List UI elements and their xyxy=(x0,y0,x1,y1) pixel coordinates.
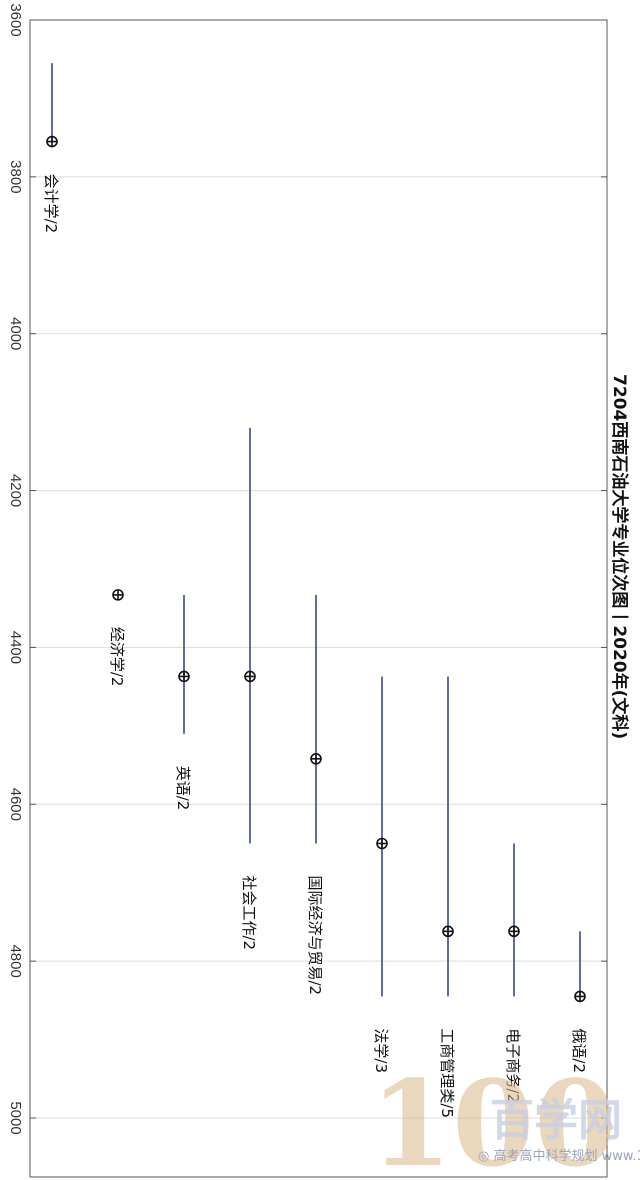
value-marker xyxy=(310,752,322,765)
y-tick-label: 3600 xyxy=(7,3,24,36)
marks-layer xyxy=(46,63,586,1003)
category-label: 社会工作/2 xyxy=(240,876,258,951)
watermark-logo: 100 百学网 ◎ 高考高中科学规划 www.100xue.net xyxy=(370,1054,640,1180)
category-label: 经济学/2 xyxy=(108,627,126,687)
y-tick-label: 3800 xyxy=(7,160,24,193)
value-marker xyxy=(112,589,124,601)
category-label: 工商管理类/5 xyxy=(438,1028,456,1118)
y-tick-label: 4800 xyxy=(7,944,24,977)
category-label: 国际经济与贸易/2 xyxy=(306,876,324,996)
category-label: 法学/3 xyxy=(372,1028,390,1073)
y-tick-label: 4400 xyxy=(7,631,24,664)
value-marker xyxy=(376,837,388,850)
grid-layer xyxy=(30,19,607,1119)
value-marker xyxy=(574,990,586,1003)
watermark-site-url: ◎ 高考高中科学规划 www.100xue.net xyxy=(478,1148,640,1164)
value-marker xyxy=(178,670,190,683)
y-tick-label: 4000 xyxy=(7,317,24,350)
label-layer: 会计学/2 经济学/2 英语/2 社会工作/2 国际经济与贸易/2 法学/3 工商管理类/5… xyxy=(42,174,588,1118)
category-label: 电子商务/2 xyxy=(504,1028,522,1103)
category-label: 俄语/2 xyxy=(570,1028,588,1073)
value-marker xyxy=(46,135,58,148)
plot-frame xyxy=(29,19,608,1178)
value-marker xyxy=(442,925,454,938)
watermark-number: 100 xyxy=(370,1054,616,1180)
watermark-site-name: 百学网 xyxy=(490,1095,622,1146)
axis-layer: 3600 3800 4000 4200 4400 4600 4800 5000 xyxy=(7,3,608,1178)
y-tick-label: 4600 xyxy=(7,788,24,821)
category-label: 会计学/2 xyxy=(42,174,60,234)
y-tick-label: 4200 xyxy=(7,474,24,507)
y-tick-label: 5000 xyxy=(7,1101,24,1134)
value-marker xyxy=(508,925,520,938)
category-label: 英语/2 xyxy=(174,766,192,811)
value-marker xyxy=(244,670,256,683)
chart-title: 7204西南石油大学专业位次图丨2020年(文科) xyxy=(609,374,630,739)
